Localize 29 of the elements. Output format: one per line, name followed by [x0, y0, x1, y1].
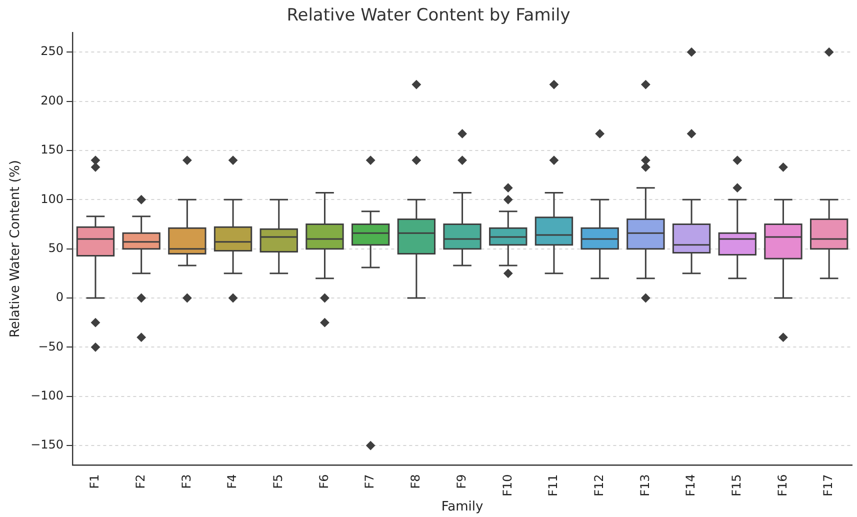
- x-tick-label: F12: [592, 474, 606, 496]
- y-tick-label: −100: [30, 388, 64, 402]
- x-tick-label: F8: [408, 474, 423, 489]
- x-axis-title: Family: [441, 500, 484, 515]
- x-tick-label: F4: [225, 474, 240, 489]
- x-tick-label: F9: [454, 474, 468, 489]
- x-tick-label: F13: [638, 474, 652, 496]
- y-tick-label: 200: [40, 93, 64, 108]
- x-tick-label: F16: [775, 474, 790, 496]
- y-tick-label: 150: [40, 142, 64, 157]
- x-tick-label: F5: [271, 474, 286, 489]
- x-tick-label: F6: [316, 474, 331, 489]
- x-tick-label: F14: [684, 474, 698, 496]
- chart-title: Relative Water Content by Family: [286, 6, 570, 26]
- x-tick-label: F7: [362, 474, 377, 489]
- y-tick-label: 100: [40, 192, 64, 206]
- x-tick-label: F11: [546, 474, 560, 496]
- x-tick-label: F15: [730, 474, 744, 496]
- x-tick-label: F2: [133, 474, 148, 489]
- y-tick-label: 250: [40, 44, 64, 58]
- y-tick-label: −50: [38, 339, 64, 354]
- x-tick-label: F1: [88, 474, 102, 489]
- x-tick-label: F10: [500, 474, 514, 496]
- x-tick-label: F3: [179, 474, 194, 489]
- y-tick-label: 50: [48, 240, 64, 255]
- y-tick-label: −150: [30, 438, 64, 452]
- y-axis-title: Relative Water Content (%): [8, 160, 24, 338]
- x-tick-label: F17: [821, 474, 836, 496]
- y-tick-label: 0: [56, 290, 64, 304]
